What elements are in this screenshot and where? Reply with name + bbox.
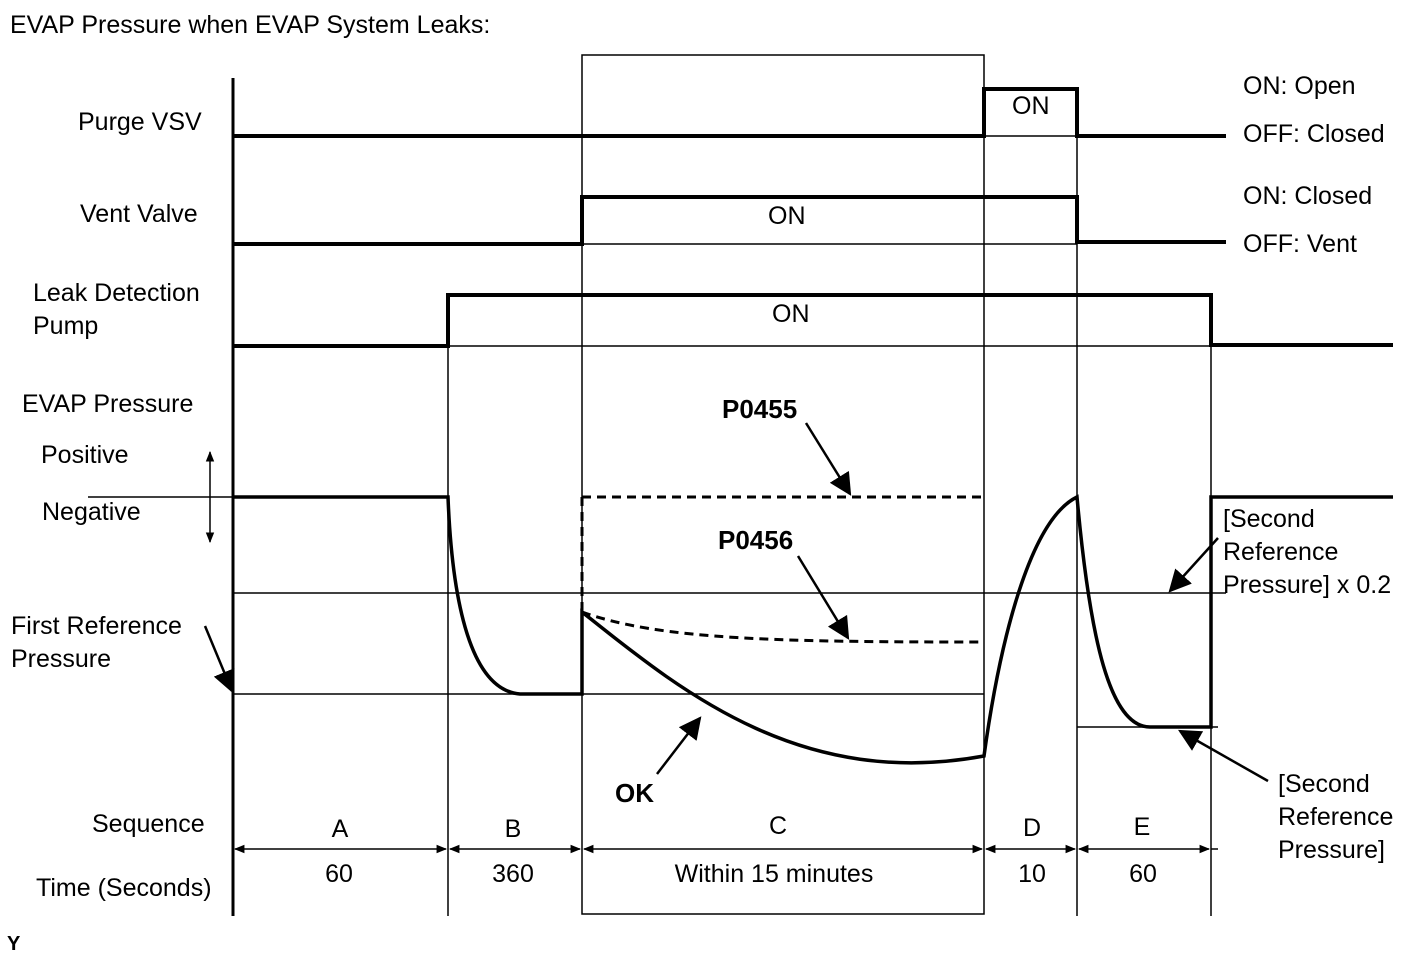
sequence-letter-c: C — [769, 812, 787, 840]
label-second-ref-3: Pressure] — [1278, 836, 1385, 864]
legend-vent-on: ON: Closed — [1243, 182, 1372, 210]
leak-pump-signal — [233, 293, 1393, 348]
legend-purge-on: ON: Open — [1243, 72, 1356, 100]
footer-mark: Y — [7, 933, 21, 955]
row-label-pump-1: Leak Detection — [33, 279, 200, 307]
phase-c-box — [581, 54, 985, 915]
label-second-ref-02-2: Reference — [1223, 538, 1338, 566]
annotation-p0455: P0455 — [722, 394, 797, 424]
label-negative: Negative — [42, 498, 141, 526]
sequence-time-d: 10 — [1018, 860, 1046, 888]
sequence-letter-d: D — [1023, 814, 1041, 842]
vent-valve-signal — [233, 195, 1226, 246]
row-label-evap-pressure: EVAP Pressure — [22, 390, 193, 418]
label-second-ref-02-1: [Second — [1223, 505, 1315, 533]
label-second-ref-2: Reference — [1278, 803, 1393, 831]
arrow-second-ref — [1178, 729, 1269, 783]
purge-vsv-signal — [233, 87, 1226, 138]
sequence-time-c: Within 15 minutes — [675, 860, 874, 888]
row-label-purge-vsv: Purge VSV — [78, 108, 202, 136]
evap-pressure-trace — [233, 494, 1393, 765]
annotation-p0456: P0456 — [718, 525, 793, 555]
arrow-second-ref-02 — [1168, 537, 1219, 593]
purge-on-label: ON — [1012, 92, 1050, 120]
label-first-ref-2: Pressure — [11, 645, 111, 673]
legend-purge-off: OFF: Closed — [1243, 120, 1385, 148]
diagram-title: EVAP Pressure when EVAP System Leaks: — [10, 11, 490, 39]
arrow-first-ref — [203, 625, 235, 694]
legend-vent-off: OFF: Vent — [1243, 230, 1357, 258]
arrow-p0455 — [804, 422, 852, 496]
label-first-ref-1: First Reference — [11, 612, 182, 640]
sequence-time-e: 60 — [1129, 860, 1157, 888]
sequence-time-b: 360 — [492, 860, 534, 888]
row-label-time: Time (Seconds) — [36, 874, 212, 902]
arrow-p0456 — [796, 555, 850, 640]
vent-on-label: ON — [768, 202, 806, 230]
sequence-letter-e: E — [1134, 813, 1151, 841]
label-positive: Positive — [41, 441, 129, 469]
row-label-pump-2: Pump — [33, 312, 98, 340]
sequence-letter-a: A — [332, 815, 349, 843]
p0455-dashed-trace — [580, 495, 984, 612]
arrow-ok — [656, 716, 702, 775]
pump-on-label: ON — [772, 300, 810, 328]
row-label-vent-valve: Vent Valve — [80, 200, 198, 228]
sequence-time-a: 60 — [325, 860, 353, 888]
annotation-ok: OK — [615, 778, 654, 808]
label-second-ref-1: [Second — [1278, 770, 1370, 798]
row-label-sequence: Sequence — [92, 810, 205, 838]
p0456-dashed-trace — [581, 610, 985, 644]
label-second-ref-02-3: Pressure] x 0.2 — [1223, 571, 1391, 599]
sequence-letter-b: B — [505, 815, 522, 843]
